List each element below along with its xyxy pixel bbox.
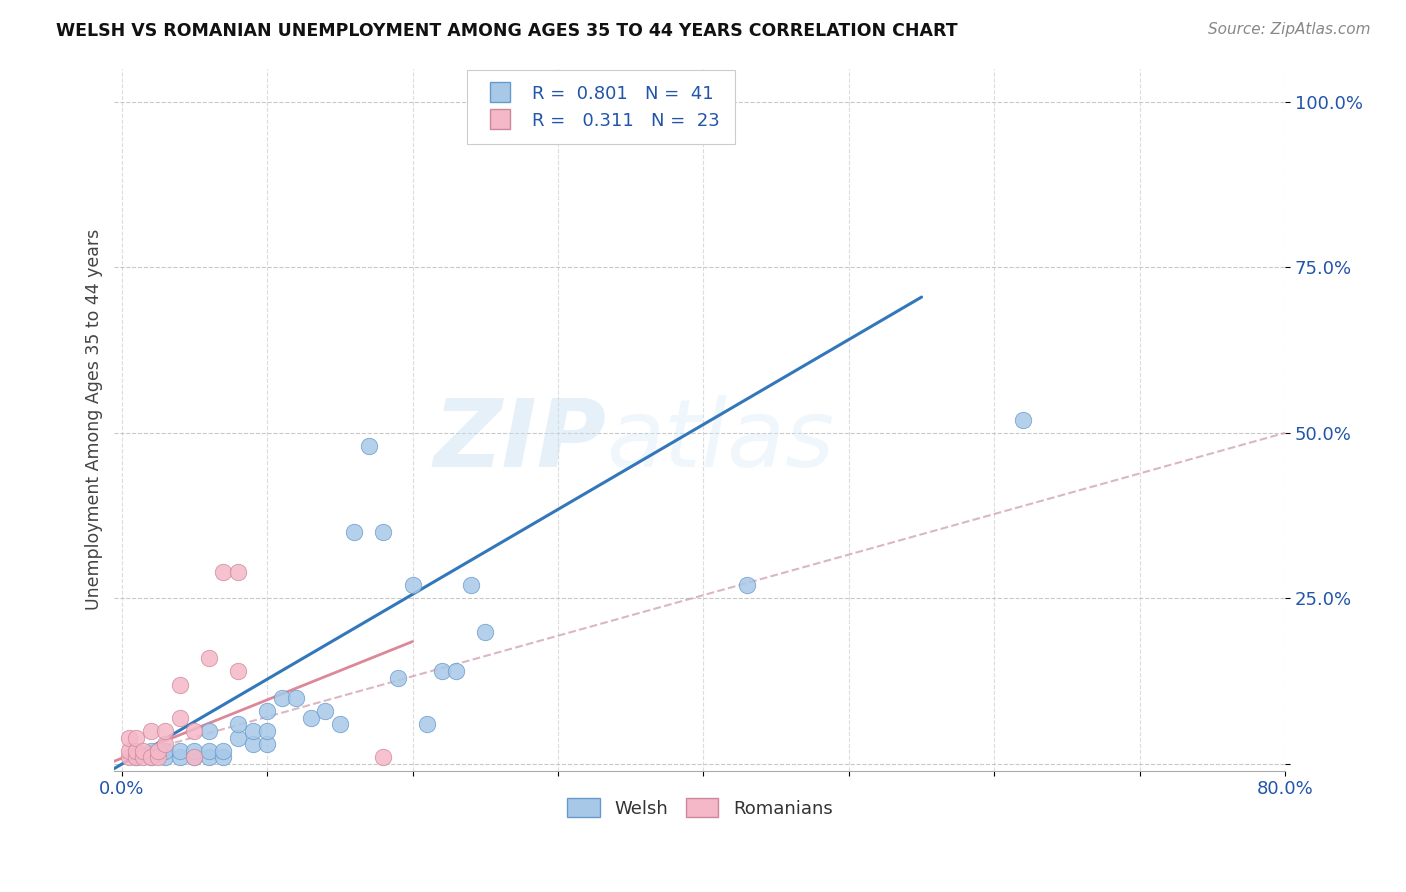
Point [314,704,336,718]
Point [139,744,162,758]
Point [678,101,700,115]
Point [664,101,686,115]
Point [256,723,278,738]
Point [132,750,155,764]
Point [146,750,169,764]
Point [373,750,395,764]
Point [343,525,366,540]
Point [155,744,177,758]
Point [444,665,467,679]
Point [169,750,191,764]
Y-axis label: Unemployment Among Ages 35 to 44 years: Unemployment Among Ages 35 to 44 years [86,229,103,610]
Point [125,744,148,758]
Point [357,439,380,453]
Point [139,723,162,738]
Point [183,723,205,738]
Point [118,744,141,758]
Point [212,565,235,579]
Point [169,744,191,758]
Point [155,750,177,764]
Point [387,671,409,685]
Point [198,750,221,764]
Point [474,624,496,639]
Point [242,737,264,751]
Point [139,750,162,764]
Point [329,717,352,731]
Point [155,737,177,751]
Point [125,744,148,758]
Point [118,750,141,764]
Point [212,750,235,764]
Point [139,750,162,764]
Point [183,744,205,758]
Point [373,525,395,540]
Point [146,744,169,758]
Point [118,731,141,745]
Point [125,731,148,745]
Point [226,665,249,679]
Point [430,665,453,679]
Text: WELSH VS ROMANIAN UNEMPLOYMENT AMONG AGES 35 TO 44 YEARS CORRELATION CHART: WELSH VS ROMANIAN UNEMPLOYMENT AMONG AGE… [56,22,957,40]
Text: atlas: atlas [606,395,834,486]
Point [226,717,249,731]
Point [226,565,249,579]
Point [1012,412,1035,426]
Point [401,578,423,592]
Point [242,723,264,738]
Point [125,750,148,764]
Point [183,750,205,764]
Point [155,723,177,738]
Point [183,750,205,764]
Point [256,737,278,751]
Legend: Welsh, Romanians: Welsh, Romanians [560,791,839,825]
Point [169,711,191,725]
Point [212,744,235,758]
Point [198,651,221,665]
Point [460,578,482,592]
Point [735,578,758,592]
Point [416,717,439,731]
Point [270,690,292,705]
Text: ZIP: ZIP [433,394,606,487]
Point [256,704,278,718]
Text: Source: ZipAtlas.com: Source: ZipAtlas.com [1208,22,1371,37]
Point [226,731,249,745]
Point [132,744,155,758]
Point [169,677,191,691]
Point [198,723,221,738]
Point [125,750,148,764]
Point [299,711,322,725]
Point [198,744,221,758]
Point [285,690,308,705]
